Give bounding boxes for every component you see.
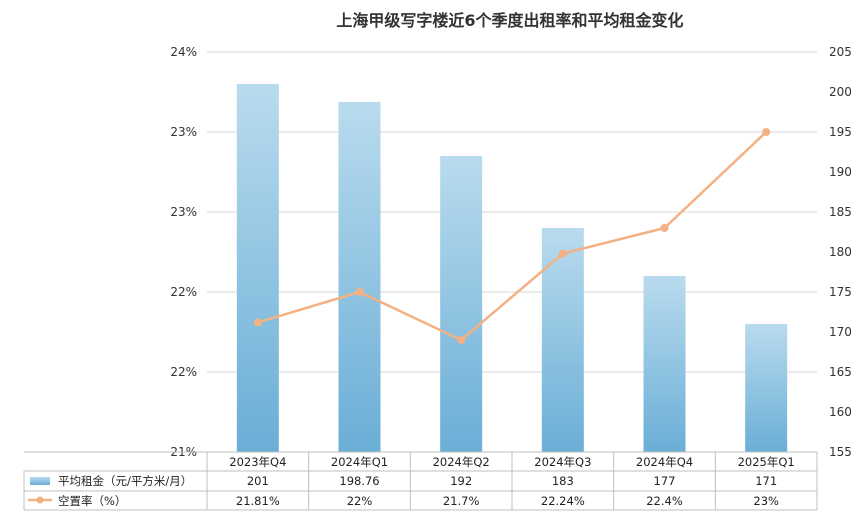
category-label: 2024年Q1 — [331, 455, 388, 469]
rent-bar — [643, 276, 686, 452]
vacancy-value: 22% — [347, 494, 373, 508]
vacancy-line-path — [257, 131, 768, 342]
rent-bar — [745, 324, 788, 452]
right-tick-label: 175 — [829, 285, 852, 299]
left-tick-label: 23% — [170, 205, 197, 219]
vacancy-value: 22.4% — [646, 494, 683, 508]
data-table: 2023年Q4 2024年Q1 2024年Q2 2024年Q3 2024年Q4 2025年… — [23, 451, 818, 511]
vacancy-point — [762, 128, 771, 136]
rent-value: 183 — [552, 474, 574, 488]
right-tick-label: 165 — [829, 365, 852, 379]
category-label: 2024年Q4 — [636, 455, 693, 469]
rent-value: 198.76 — [339, 474, 379, 488]
right-tick-label: 200 — [829, 85, 852, 99]
rent-value: 171 — [755, 474, 777, 488]
vacancy-legend-marker — [36, 496, 44, 504]
category-label: 2023年Q4 — [229, 455, 286, 469]
left-tick-label: 22% — [170, 285, 197, 299]
rent-legend-label: 平均租金（元/平方米/月） — [58, 474, 192, 488]
right-tick-label: 180 — [829, 245, 852, 259]
vacancy-point — [253, 318, 262, 327]
vacancy-value: 21.81% — [236, 494, 280, 508]
rent-value: 177 — [654, 474, 676, 488]
rent-value: 192 — [450, 474, 472, 488]
right-tick-label: 190 — [829, 165, 852, 179]
vacancy-point — [355, 288, 364, 296]
left-tick-label: 23% — [170, 125, 197, 139]
rent-bar — [338, 101, 381, 453]
chart-title: 上海甲级写字楼近6个季度出租率和平均租金变化 — [336, 11, 683, 30]
vacancy-point — [457, 336, 466, 344]
gridlines — [207, 51, 817, 453]
vacancy-value: 21.7% — [443, 494, 480, 508]
vacancy-legend-label: 空置率（%） — [58, 494, 126, 508]
right-tick-label: 160 — [829, 405, 852, 419]
right-tick-label: 205 — [829, 45, 852, 59]
right-tick-label: 170 — [829, 325, 852, 339]
right-axis-ticks: 155 160 165 170 175 180 185 190 195 200 205 — [829, 45, 852, 459]
right-tick-label: 155 — [829, 445, 852, 459]
category-label: 2024年Q3 — [534, 455, 591, 469]
rent-legend-swatch — [30, 477, 50, 485]
vacancy-point — [660, 224, 669, 232]
right-tick-label: 195 — [829, 125, 852, 139]
right-tick-label: 185 — [829, 205, 852, 219]
vacancy-value: 22.24% — [541, 494, 585, 508]
rent-bars — [236, 84, 788, 453]
left-axis-ticks: 21%22%22%23%23%24% — [170, 45, 197, 459]
rent-bar — [236, 84, 279, 452]
vacancy-value: 23% — [753, 494, 779, 508]
category-label: 2025年Q1 — [738, 455, 795, 469]
category-label: 2024年Q2 — [433, 455, 490, 469]
left-tick-label: 22% — [170, 365, 197, 379]
rent-bar — [541, 228, 584, 452]
vacancy-line — [253, 128, 771, 344]
vacancy-point — [558, 249, 567, 258]
rent-bar — [440, 156, 483, 452]
rent-value: 201 — [247, 474, 269, 488]
left-tick-label: 24% — [170, 45, 197, 59]
